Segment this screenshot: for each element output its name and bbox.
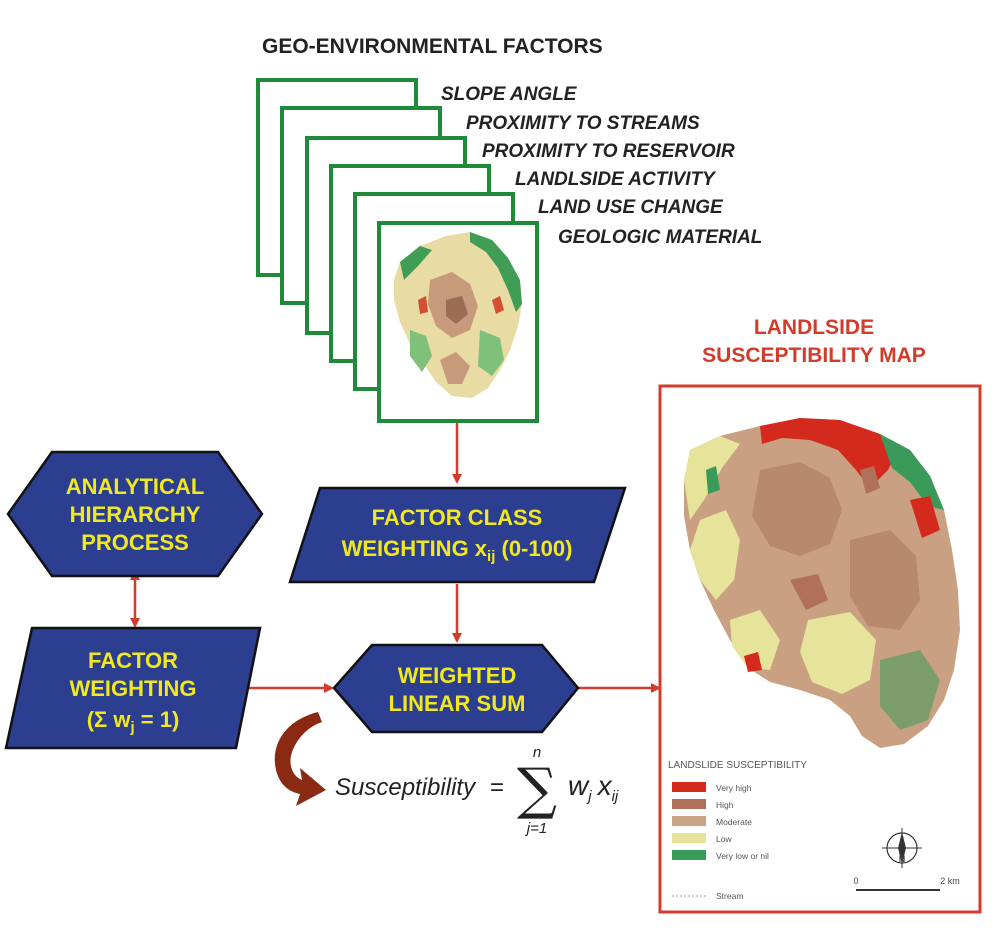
legend-label: Low [716,834,732,844]
curved-arrow-icon [274,712,326,806]
formula-sigma: ∑ [517,757,557,822]
factor-label-slope-angle: SLOPE ANGLE [441,84,578,105]
map-title-line-2: SUSCEPTIBILITY MAP [702,344,926,367]
scale-start-label: 0 [853,876,858,886]
susceptibility-map-panel: LANDSLIDE SUSCEPTIBILITY Very high High Mo… [658,384,982,914]
ahp-line-2: HIERARCHY [70,502,201,527]
legend-item-list: Very high High Moderate Low Very low or nil [672,782,769,861]
formula-equals: = [490,774,504,801]
weighted-sum-line-1: WEIGHTED [398,663,517,688]
north-arrow-icon: N [882,828,922,868]
factor-weighting-line-2: WEIGHTING [69,676,196,701]
ahp-line-3: PROCESS [81,530,189,555]
factor-label-proximity-reservoir: PROXIMITY TO RESERVOIR [482,141,735,162]
legend-label: Very high [716,783,752,793]
legend-label: Very low or nil [716,851,769,861]
factor-class-node: FACTOR CLASS WEIGHTING xij (0-100) [288,486,627,584]
legend-swatch [672,833,706,843]
factor-weighting-line-1: FACTOR [88,648,178,673]
formula-upper-limit: n [533,744,541,761]
susceptibility-formula: Susceptibility = n ∑ j=1 wj xij [335,744,619,837]
factor-label-geologic-material: GEOLOGIC MATERIAL [558,227,762,248]
susceptibility-map-image [684,418,960,748]
geologic-map-thumbnail [394,232,522,398]
formula-lhs: Susceptibility [335,774,477,801]
legend-label: Moderate [716,817,752,827]
factor-weighting-parallelogram [4,626,262,750]
scale-end-label: 2 km [940,876,960,886]
factor-class-parallelogram [288,486,627,584]
map-legend: LANDSLIDE SUSCEPTIBILITY Very high High Mo… [668,760,807,901]
diagram-title: GEO-ENVIRONMENTAL FACTORS [262,35,603,58]
factor-weighting-line-3: (Σ wj = 1) [87,707,180,736]
formula-weight-term: wj xij [568,770,619,805]
map-title-line-1: LANDLSIDE [754,316,874,339]
legend-label: High [716,800,734,810]
factor-class-line-1: FACTOR CLASS [372,505,543,530]
factor-label-landslide-activity: LANDLSIDE ACTIVITY [515,169,717,190]
factor-weighting-node: FACTOR WEIGHTING (Σ wj = 1) [4,626,262,750]
factor-label-proximity-streams: PROXIMITY TO STREAMS [466,113,700,134]
weighted-sum-line-2: LINEAR SUM [389,691,526,716]
factor-label-list: SLOPE ANGLE PROXIMITY TO STREAMS PROXIMI… [441,84,762,248]
legend-stream-label: Stream [716,891,743,901]
legend-swatch [672,850,706,860]
legend-swatch [672,816,706,826]
legend-title: LANDSLIDE SUSCEPTIBILITY [668,760,807,771]
north-label: N [899,854,906,864]
weighted-sum-hexagon [332,643,580,734]
ahp-line-1: ANALYTICAL [66,474,205,499]
factor-class-line-2: WEIGHTING xij (0-100) [342,536,573,565]
map-scale-bar: 0 2 km [853,876,960,891]
factor-layer-stack [256,78,539,423]
weighted-sum-node: WEIGHTED LINEAR SUM [332,643,580,734]
legend-swatch [672,799,706,809]
legend-swatch [672,782,706,792]
ahp-hexagon [6,450,264,578]
ahp-node: ANALYTICAL HIERARCHY PROCESS [6,450,264,578]
formula-lower-limit: j=1 [525,820,547,837]
factor-label-land-use-change: LAND USE CHANGE [538,197,724,218]
